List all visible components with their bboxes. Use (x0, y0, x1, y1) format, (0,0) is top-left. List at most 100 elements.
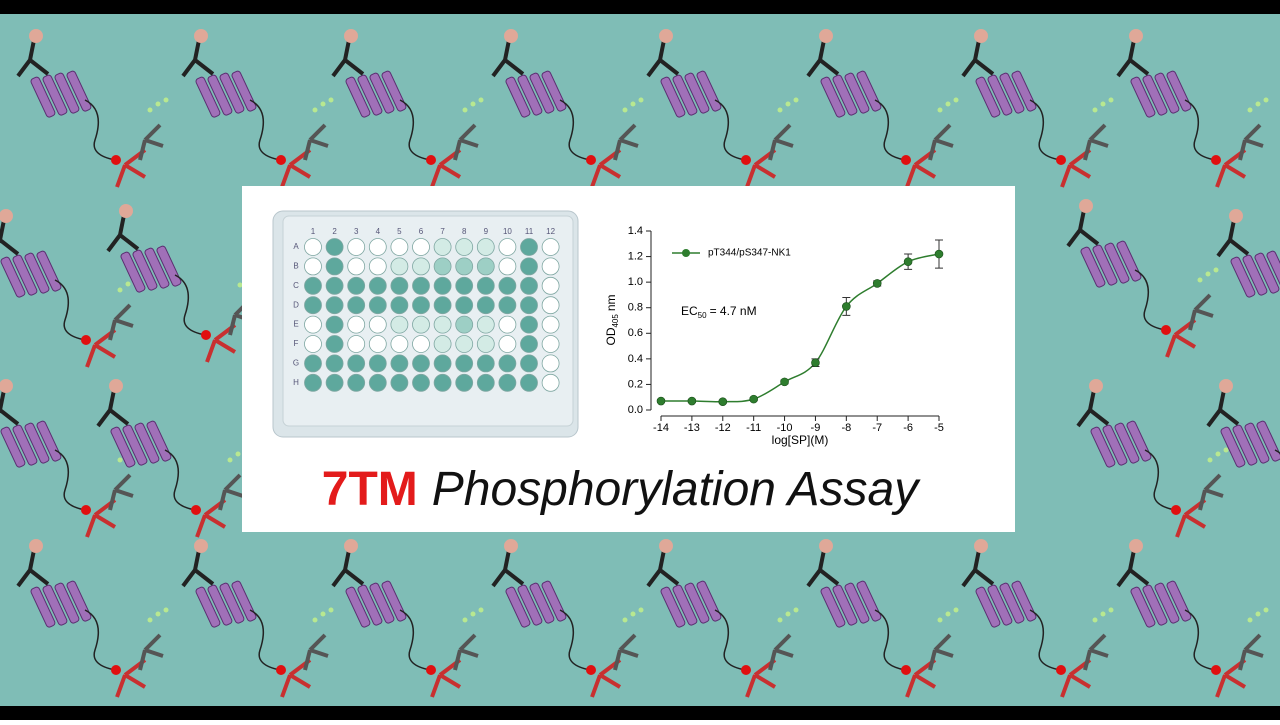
well (412, 373, 430, 392)
well (368, 373, 387, 392)
x-tick-label: -5 (934, 422, 944, 434)
well (498, 238, 517, 256)
well (412, 335, 430, 353)
well (541, 373, 560, 392)
plate-column-label: 9 (484, 227, 489, 236)
well (347, 315, 366, 334)
well (325, 257, 344, 276)
title-highlight: 7TM (322, 463, 418, 516)
well (325, 276, 344, 295)
x-tick-label: -12 (715, 422, 731, 434)
plate-row-label: G (293, 359, 299, 368)
point (656, 396, 666, 406)
well (541, 276, 560, 295)
y-tick-label: 1.0 (628, 276, 643, 288)
well (476, 257, 495, 276)
well (455, 276, 474, 295)
well (390, 373, 409, 392)
well (455, 238, 474, 256)
top-bar (0, 0, 1280, 14)
plate-row-label: B (293, 262, 298, 271)
well (304, 238, 322, 256)
annotation-rest: = 4.7 nM (710, 304, 757, 318)
well (433, 335, 452, 353)
well (455, 315, 474, 334)
x-tick-label: -7 (872, 422, 882, 434)
plate-row-label: E (293, 320, 298, 329)
well (347, 373, 366, 392)
well (325, 354, 344, 373)
well (476, 276, 495, 295)
well (498, 315, 517, 334)
plate-column-label: 3 (354, 227, 359, 236)
well (347, 335, 366, 353)
plate-column-label: 2 (332, 227, 337, 236)
plate-column-label: 11 (525, 227, 534, 236)
point (687, 396, 697, 406)
plate-column-label: 5 (397, 227, 402, 236)
well (520, 257, 538, 276)
annotation: EC50 = 4.7 nM (681, 304, 757, 320)
plate-column-label: 6 (419, 227, 424, 236)
well (390, 276, 409, 295)
well (304, 373, 322, 392)
well (412, 276, 430, 295)
well (476, 354, 495, 373)
well (368, 238, 387, 256)
title: 7TM Phosphorylation Assay (322, 463, 921, 516)
well (498, 373, 517, 392)
y-tick-label: 1.2 (628, 250, 643, 262)
point (718, 397, 728, 406)
annotation-main: EC (681, 304, 698, 318)
well (304, 296, 322, 315)
plate-row-label: C (293, 281, 299, 290)
well (498, 257, 517, 276)
well (541, 238, 560, 256)
x-tick-label: -10 (777, 422, 793, 434)
well (304, 276, 322, 295)
plate-column-label: 8 (462, 227, 467, 236)
well (498, 296, 517, 315)
well (520, 354, 538, 373)
well (498, 276, 517, 295)
plate-row-label: D (293, 300, 299, 309)
well (412, 238, 430, 256)
plate-column-label: 4 (376, 227, 381, 236)
y-label-unit: nm (604, 294, 618, 311)
well (455, 354, 474, 373)
well (390, 315, 409, 334)
well (433, 238, 452, 256)
x-tick-label: -11 (746, 422, 761, 434)
well (304, 335, 322, 353)
plate-row-label: A (293, 242, 299, 251)
well (498, 354, 517, 373)
well (433, 373, 452, 392)
well (433, 296, 452, 315)
well (325, 315, 344, 334)
well (390, 354, 409, 373)
x-tick-label: -8 (841, 422, 851, 434)
well (455, 257, 474, 276)
well (304, 354, 322, 373)
x-tick-label: -13 (684, 422, 700, 434)
well (433, 276, 452, 295)
well (520, 238, 538, 256)
well (347, 276, 366, 295)
plate-column-label: 10 (503, 227, 512, 236)
well (347, 257, 366, 276)
y-tick-label: 0.6 (628, 327, 643, 339)
point (749, 394, 758, 404)
well (476, 373, 495, 392)
well (433, 315, 452, 334)
well (368, 296, 387, 315)
plate-column-label: 12 (546, 227, 555, 236)
well (390, 238, 409, 256)
fit-curve (660, 253, 940, 403)
plate-column-label: 7 (440, 227, 445, 236)
well (325, 373, 344, 392)
well (368, 276, 387, 295)
well (520, 315, 538, 334)
well (476, 315, 495, 334)
well (476, 296, 495, 315)
well (433, 257, 452, 276)
